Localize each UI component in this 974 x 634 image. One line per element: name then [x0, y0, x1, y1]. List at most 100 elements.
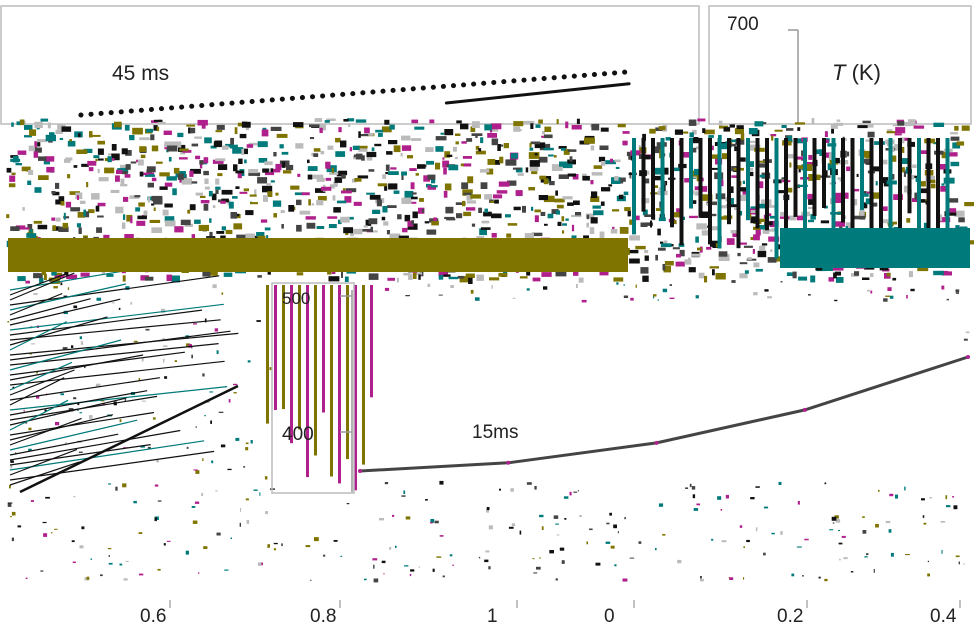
noise-cell [768, 236, 780, 242]
noise-cell [78, 227, 82, 234]
noise-cell [34, 141, 37, 149]
noise-cell [275, 192, 279, 196]
noise-cell [886, 272, 891, 277]
speckle-cell [108, 562, 113, 565]
noise-cell [753, 262, 760, 268]
speckle-cell [534, 486, 537, 490]
speckle-cell [838, 542, 843, 545]
speckle-cell [9, 485, 11, 489]
speckle-cell [235, 437, 240, 441]
noise-cell [803, 162, 815, 166]
noise-cell [153, 125, 158, 131]
noise-cell [582, 175, 590, 181]
noise-cell [91, 193, 100, 200]
noise-cell [83, 209, 87, 217]
noise-cell [629, 235, 640, 241]
speckle-cell [906, 295, 908, 299]
noise-cell [750, 237, 754, 240]
speckle-cell [941, 285, 945, 290]
noise-cell [129, 135, 135, 141]
noise-cell [720, 205, 728, 209]
noise-cell [267, 191, 273, 197]
noise-cell [239, 191, 248, 194]
noise-cell [180, 152, 186, 155]
speckle-cell [767, 296, 772, 299]
speckle-cell [623, 284, 625, 286]
noise-cell [591, 123, 600, 131]
speckle-cell [491, 285, 493, 289]
noise-cell [147, 197, 151, 203]
noise-cell [497, 144, 501, 151]
speckle-cell [194, 501, 200, 504]
noise-cell [248, 142, 260, 146]
noise-cell [215, 189, 219, 194]
noise-cell [146, 128, 154, 133]
noise-cell [828, 277, 835, 282]
teal-band [780, 228, 970, 268]
speckle-cell [139, 573, 144, 576]
noise-cell [443, 167, 447, 175]
noise-cell [217, 173, 223, 177]
noise-cell [489, 277, 500, 281]
noise-cell [712, 269, 715, 276]
noise-cell [522, 205, 526, 213]
speckle-cell [434, 520, 439, 524]
noise-cell [531, 232, 543, 237]
noise-cell [334, 177, 343, 183]
noise-cell [438, 271, 448, 277]
speckle-cell [73, 397, 77, 400]
noise-cell [490, 123, 502, 130]
noise-cell [389, 124, 395, 130]
x-tick-label-1: 1 [487, 606, 498, 627]
noise-cell [199, 160, 204, 165]
noise-cell [640, 267, 649, 274]
noise-cell [554, 198, 565, 203]
noise-cell [351, 228, 363, 235]
speckle-cell [123, 578, 128, 581]
noise-cell [613, 277, 624, 282]
noise-cell [834, 192, 842, 199]
noise-cell [786, 187, 793, 193]
speckle-cell [383, 573, 385, 575]
hatch-mark [9, 419, 138, 451]
noise-cell [237, 172, 242, 179]
speckle-cell [624, 517, 626, 520]
noise-cell [879, 159, 888, 165]
noise-cell [415, 173, 419, 176]
noise-cell [702, 194, 713, 201]
noise-cell [123, 214, 126, 220]
noise-cell [426, 229, 437, 235]
noise-cell [221, 198, 229, 203]
speckle-cell [60, 393, 64, 396]
speckle-cell [484, 559, 489, 563]
noise-cell [333, 182, 338, 187]
noise-cell [314, 118, 323, 122]
hatch-mark [9, 440, 205, 471]
noise-cell [933, 270, 944, 276]
speckle-cell [533, 572, 538, 574]
noise-cell [541, 272, 552, 277]
noise-cell [354, 178, 362, 182]
noise-cell [344, 196, 352, 203]
noise-cell [454, 157, 458, 160]
noise-cell [567, 173, 576, 177]
noise-cell [862, 120, 871, 124]
noise-cell [490, 200, 498, 203]
noise-cell [164, 216, 175, 223]
speckle-cell [245, 442, 249, 445]
noise-cell [913, 125, 925, 129]
speckle-cell [53, 286, 58, 289]
stripe-mark [926, 138, 931, 259]
noise-cell [830, 212, 841, 215]
noise-cell [388, 183, 398, 190]
noise-cell [908, 271, 913, 278]
noise-cell [865, 198, 873, 205]
noise-cell [691, 253, 701, 257]
noise-cell [173, 141, 182, 148]
noise-cell [195, 155, 201, 160]
noise-cell [526, 268, 531, 276]
noise-cell [543, 178, 549, 185]
speckle-cell [904, 486, 906, 491]
noise-cell [655, 208, 664, 211]
noise-cell [220, 200, 226, 204]
